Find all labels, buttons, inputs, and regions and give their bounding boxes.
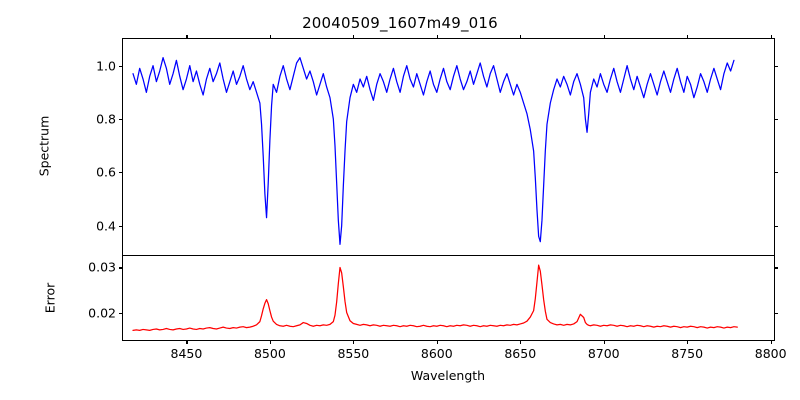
error-panel: 0.02 0.03 8450 8500 8550 8600 8650 8700 8750 8800	[88, 255, 787, 361]
y-tick-label-spectrum: 0.4	[96, 218, 116, 234]
x-tick	[186, 340, 188, 344]
error-plot-area	[123, 256, 774, 340]
spectrum-plot-area	[123, 39, 774, 255]
x-tick	[770, 35, 772, 39]
y-tick-right-spectrum	[774, 172, 778, 174]
x-tick	[520, 340, 522, 344]
y-tick-spectrum	[119, 119, 123, 121]
x-tick-label: 8550	[337, 346, 370, 361]
x-tick-label: 8450	[170, 346, 203, 361]
x-tick-label: 8750	[671, 346, 704, 361]
error-line	[133, 265, 737, 330]
spectrum-panel: 0.4 0.6 0.8 1.0	[96, 35, 778, 255]
y-tick-label-error: 0.03	[88, 259, 116, 275]
y-tick-label-spectrum: 1.0	[96, 58, 116, 74]
x-tick	[770, 340, 772, 344]
y-tick-right-spectrum	[774, 119, 778, 121]
x-tick	[687, 340, 689, 344]
spectrum-line	[133, 58, 734, 245]
y-axis-label-spectrum: Spectrum	[36, 115, 52, 177]
y-tick-right-spectrum	[774, 225, 778, 227]
x-tick-label: 8800	[754, 346, 787, 361]
y-axis-label-error: Error	[42, 282, 58, 314]
x-tick	[520, 35, 522, 39]
y-tick-right-error	[774, 267, 778, 269]
x-tick	[436, 340, 438, 344]
x-axis-label: Wavelength	[410, 368, 486, 383]
x-tick	[269, 35, 271, 39]
y-tick-right-error	[774, 313, 778, 315]
x-tick-label: 8500	[253, 346, 286, 361]
x-tick	[353, 340, 355, 344]
x-tick	[603, 340, 605, 344]
x-tick-label: 8650	[504, 346, 537, 361]
x-tick	[436, 35, 438, 39]
y-tick-label-spectrum: 0.8	[96, 111, 116, 127]
x-tick-label: 8600	[420, 346, 453, 361]
x-tick	[353, 35, 355, 39]
x-tick	[687, 35, 689, 39]
x-tick-label: 8700	[587, 346, 620, 361]
x-tick	[603, 35, 605, 39]
y-tick-label-spectrum: 0.6	[96, 164, 116, 180]
y-tick-spectrum	[119, 65, 123, 67]
y-tick-label-error: 0.02	[88, 305, 116, 321]
y-tick-error	[119, 313, 123, 315]
x-tick	[269, 340, 271, 344]
x-tick	[186, 35, 188, 39]
y-tick-spectrum	[119, 225, 123, 227]
y-tick-spectrum	[119, 172, 123, 174]
page-title: 20040509_1607m49_016	[302, 14, 498, 32]
y-tick-right-spectrum	[774, 65, 778, 67]
y-tick-error	[119, 267, 123, 269]
